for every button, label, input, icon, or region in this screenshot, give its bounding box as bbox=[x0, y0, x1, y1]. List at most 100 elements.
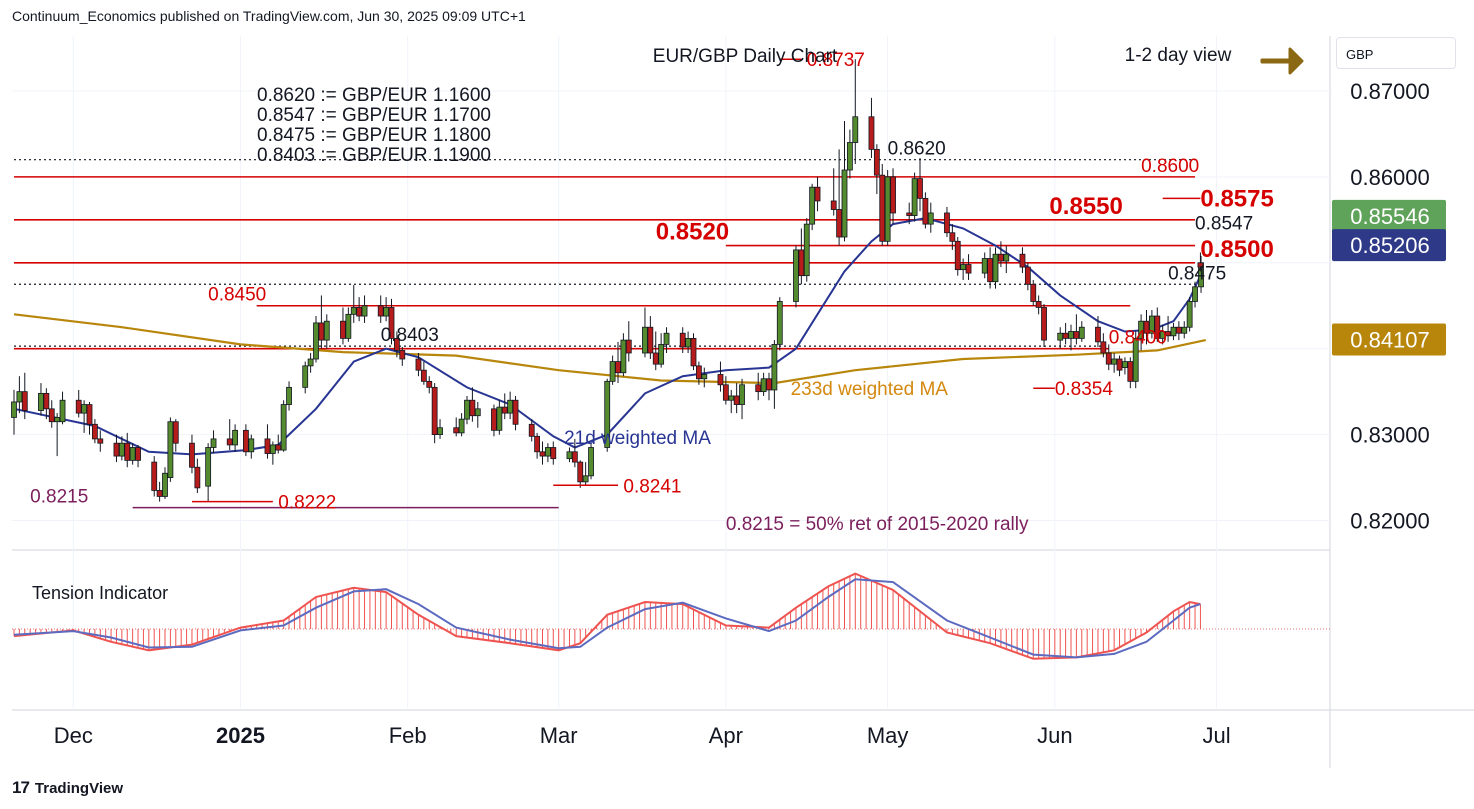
level-label: 0.8600 bbox=[1141, 156, 1199, 177]
candle-body bbox=[162, 472, 168, 497]
candle-body bbox=[469, 399, 476, 417]
candle-body bbox=[507, 399, 514, 414]
y-tick-label: 0.82000 bbox=[1350, 509, 1430, 534]
candle-body bbox=[685, 337, 692, 348]
candle-body bbox=[172, 421, 179, 444]
candle-body bbox=[48, 408, 55, 423]
candle-body bbox=[997, 253, 1004, 262]
candle-body bbox=[269, 444, 276, 454]
candle-body bbox=[86, 404, 93, 425]
candle-body bbox=[911, 178, 918, 216]
candle-body bbox=[113, 442, 120, 457]
x-tick-label: Dec bbox=[54, 723, 93, 748]
level-label: 0.8400 bbox=[1109, 328, 1167, 349]
candle-body bbox=[313, 322, 319, 360]
y-tick-label: 0.83000 bbox=[1350, 423, 1430, 448]
candle-body bbox=[534, 435, 541, 453]
candle-body bbox=[1062, 332, 1069, 339]
candle-body bbox=[663, 332, 670, 345]
candle-body bbox=[1186, 301, 1193, 328]
candle-body bbox=[890, 176, 896, 214]
candle-body bbox=[458, 418, 465, 434]
candle-body bbox=[232, 429, 239, 446]
tradingview-brand[interactable]: TradingView bbox=[34, 779, 124, 797]
candle-body bbox=[1192, 286, 1198, 302]
candle-body bbox=[388, 307, 395, 339]
candle-body bbox=[873, 148, 880, 176]
candle-body bbox=[528, 423, 535, 437]
candle-body bbox=[426, 380, 433, 388]
candle-body bbox=[1122, 361, 1128, 368]
candle-body bbox=[1095, 326, 1101, 343]
candle-body bbox=[464, 399, 470, 420]
candle-body bbox=[965, 264, 972, 274]
candle-body bbox=[474, 408, 481, 417]
candle-body bbox=[577, 461, 584, 483]
right-arrow-icon bbox=[1260, 47, 1304, 75]
level-label: 0.8403 bbox=[381, 325, 439, 346]
candle-body bbox=[868, 116, 875, 150]
candle-body bbox=[609, 361, 616, 382]
candle-body bbox=[1197, 262, 1204, 268]
candle-body bbox=[642, 326, 648, 354]
candle-body bbox=[814, 186, 821, 202]
candle-body bbox=[43, 392, 50, 410]
candle-body bbox=[21, 391, 28, 411]
candle-body bbox=[1041, 307, 1047, 341]
candle-body bbox=[1154, 315, 1161, 339]
candle-body bbox=[539, 451, 546, 457]
conversion-note: 0.8620 := GBP/EUR 1.1600 bbox=[257, 85, 491, 106]
candle-body bbox=[38, 392, 44, 411]
candle-body bbox=[59, 399, 66, 423]
candle-body bbox=[356, 307, 363, 317]
candle-body bbox=[54, 417, 61, 423]
candle-body bbox=[604, 380, 611, 448]
candle-body bbox=[1100, 341, 1107, 354]
candle-body bbox=[264, 438, 271, 454]
candle-body bbox=[1132, 337, 1139, 382]
candle-body bbox=[954, 240, 961, 271]
axes[interactable]: 0.82000 0.83000 0.86000 0.87000 Dec 2025 Feb Ma… bbox=[54, 79, 1446, 748]
annotation-label: 233d weighted MA bbox=[791, 379, 949, 400]
candle-body bbox=[836, 209, 843, 238]
candle-body bbox=[647, 326, 654, 354]
candle-body bbox=[377, 305, 384, 317]
candle-body bbox=[544, 447, 551, 457]
candle-body bbox=[679, 332, 686, 348]
tension-blue-line bbox=[13, 578, 1201, 659]
candle-body bbox=[690, 337, 697, 367]
candle-body bbox=[1057, 332, 1064, 341]
candle-body bbox=[151, 461, 158, 491]
candle-body bbox=[1078, 326, 1085, 339]
currency-selector[interactable]: GBP bbox=[1336, 37, 1456, 69]
conversion-note: 0.8475 := GBP/EUR 1.1800 bbox=[257, 125, 491, 146]
candle-body bbox=[1073, 331, 1080, 339]
candle-body bbox=[841, 169, 848, 238]
tradingview-logo-icon[interactable]: 17 bbox=[12, 778, 30, 797]
candle-body bbox=[118, 442, 125, 457]
candle-body bbox=[1127, 361, 1134, 382]
candle-body bbox=[1181, 326, 1188, 334]
conversion-note: 0.8547 := GBP/EUR 1.1700 bbox=[257, 105, 491, 126]
candle-body bbox=[571, 451, 578, 463]
tension-red-line bbox=[13, 572, 1201, 660]
candle-body bbox=[81, 404, 88, 414]
x-tick-label: Apr bbox=[709, 723, 743, 748]
candle-body bbox=[722, 384, 729, 401]
level-label: 0.8620 bbox=[888, 139, 946, 160]
x-tick-label: Jun bbox=[1037, 723, 1072, 748]
annotation-label: 0.8575 bbox=[1200, 185, 1273, 212]
candle-body bbox=[717, 374, 724, 386]
tension-title: Tension Indicator bbox=[32, 583, 168, 603]
price-badge-label: 0.85546 bbox=[1350, 204, 1430, 229]
chart-title: EUR/GBP Daily Chart bbox=[653, 46, 838, 67]
ma-233d-line bbox=[13, 313, 1207, 385]
x-tick-label: Jul bbox=[1203, 723, 1231, 748]
candle-body bbox=[512, 399, 519, 425]
candle-body bbox=[927, 212, 934, 225]
candle-body bbox=[793, 249, 799, 302]
candle-body bbox=[852, 116, 859, 143]
candle-body bbox=[97, 438, 104, 444]
candle-body bbox=[1019, 253, 1026, 268]
candle-body bbox=[846, 142, 853, 171]
